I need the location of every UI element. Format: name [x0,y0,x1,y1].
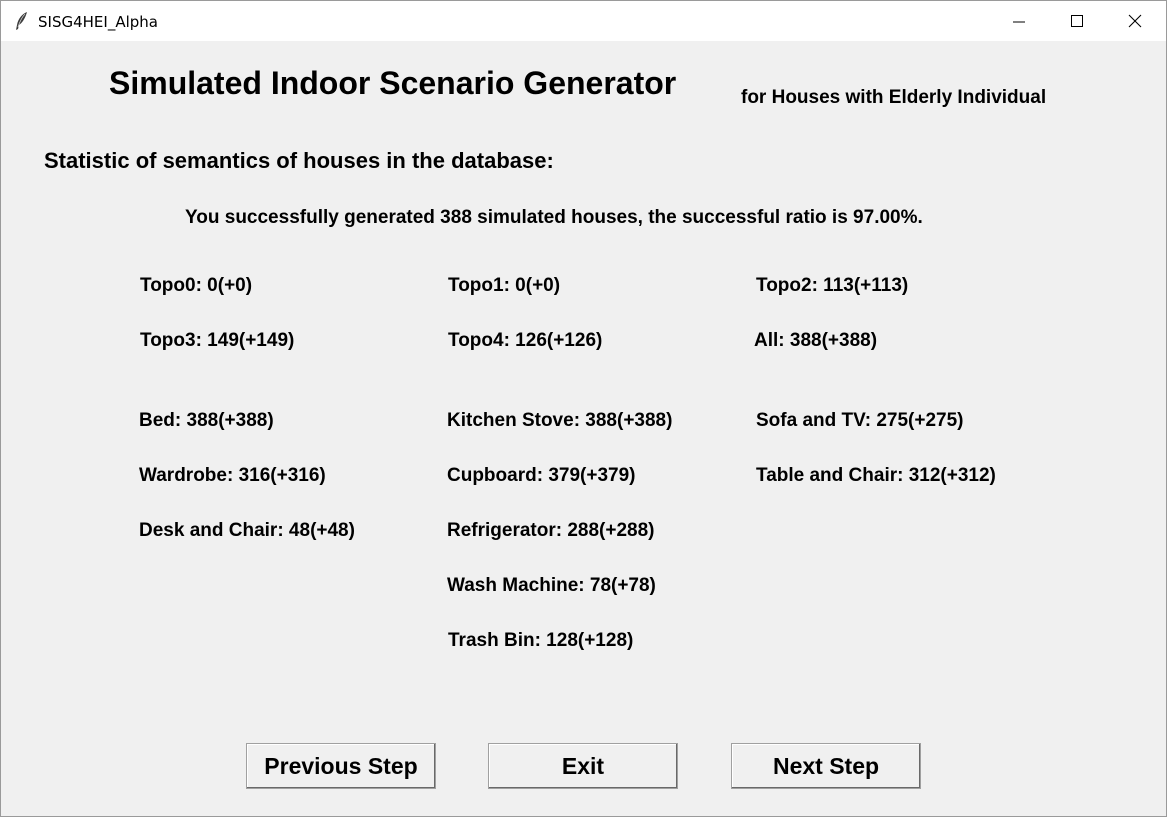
stat-topo3: Topo3: 149(+149) [140,330,295,351]
stat-desk-chair: Desk and Chair: 48(+48) [139,520,355,541]
stat-bed: Bed: 388(+388) [139,410,274,431]
minimize-icon [1013,21,1025,23]
previous-step-label: Previous Step [264,752,418,779]
stat-wardrobe: Wardrobe: 316(+316) [139,465,326,486]
next-step-label: Next Step [772,752,880,779]
title-bar: SISG4HEI_Alpha [1,1,1166,41]
stat-sofa-tv: Sofa and TV: 275(+275) [756,410,964,431]
stat-topo4: Topo4: 126(+126) [448,330,603,351]
window-title: SISG4HEI_Alpha [38,13,158,31]
stat-topo1: Topo1: 0(+0) [448,275,561,296]
success-message: You successfully generated 388 simulated… [185,207,923,228]
stat-all: All: 388(+388) [754,330,878,351]
maximize-icon [1071,15,1083,27]
stat-wash-machine: Wash Machine: 78(+78) [447,575,656,596]
next-step-button[interactable]: Next Step [731,743,921,789]
section-heading: Statistic of semantics of houses in the … [44,148,554,173]
close-button[interactable] [1106,1,1164,41]
page-subtitle: for Houses with Elderly Individual [741,87,1047,108]
stat-cupboard: Cupboard: 379(+379) [447,465,636,486]
stat-refrigerator: Refrigerator: 288(+288) [447,520,655,541]
stat-trash-bin: Trash Bin: 128(+128) [448,630,634,651]
minimize-button[interactable] [990,1,1048,41]
maximize-button[interactable] [1048,1,1106,41]
exit-button[interactable]: Exit [488,743,678,789]
stat-table-chair: Table and Chair: 312(+312) [756,465,996,486]
stat-topo2: Topo2: 113(+113) [756,275,909,296]
stat-kitchen-stove: Kitchen Stove: 388(+388) [447,410,673,431]
page-title: Simulated Indoor Scenario Generator [109,65,677,101]
exit-label: Exit [561,752,605,779]
stat-topo0: Topo0: 0(+0) [140,275,253,296]
close-icon [1128,14,1142,28]
feather-icon [13,11,31,31]
previous-step-button[interactable]: Previous Step [246,743,436,789]
